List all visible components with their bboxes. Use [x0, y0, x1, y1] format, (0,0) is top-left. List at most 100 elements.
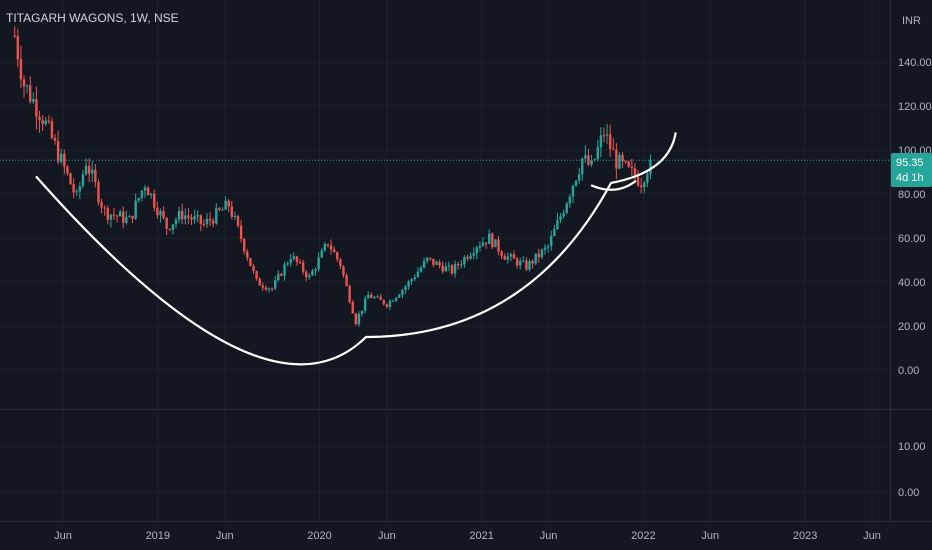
candle-body: [429, 257, 432, 259]
candle-body: [488, 233, 491, 244]
candle-body: [478, 245, 482, 248]
candle-body: [156, 207, 159, 216]
candle-body: [509, 254, 513, 257]
candle-body: [472, 253, 475, 256]
candle-body: [407, 281, 410, 287]
candle-body: [202, 224, 206, 226]
candle-body: [94, 169, 97, 183]
candle-body: [211, 220, 215, 224]
candle-body: [84, 165, 88, 175]
time-axis[interactable]: Jun 2019 Jun 2020 Jun 2021 Jun 2022 Jun 2023 Jun: [54, 530, 881, 542]
candle-body: [323, 244, 327, 251]
handle-curve[interactable]: [590, 179, 637, 191]
candle-body: [345, 275, 348, 287]
candle-body: [320, 250, 323, 258]
candle-body: [382, 299, 385, 305]
candle-body: [140, 190, 144, 199]
candle-body: [413, 277, 416, 280]
candle-body: [503, 256, 506, 260]
candle-body: [394, 297, 398, 301]
candle-body: [435, 261, 438, 265]
symbol-title[interactable]: TITAGARH WAGONS, 1W, NSE: [6, 11, 179, 25]
candle-body: [556, 219, 559, 230]
candle-body: [599, 135, 603, 148]
candle-body: [577, 174, 581, 181]
candle-body: [87, 165, 91, 174]
candle-body: [218, 208, 221, 210]
volume-tick-label: 10.00: [898, 441, 926, 453]
candle-body: [184, 215, 187, 220]
candle-body: [19, 59, 23, 80]
candle-body: [128, 215, 131, 218]
price-axis[interactable]: 0.0020.0040.0060.0080.00100.00120.00140.…: [898, 57, 932, 377]
candle-body: [584, 155, 587, 159]
candle-body: [537, 253, 541, 258]
price-tick-label: 140.00: [898, 57, 932, 69]
candle-body: [106, 208, 109, 220]
candle-body: [75, 191, 78, 193]
candle-body: [50, 121, 54, 139]
candle-body: [159, 211, 162, 216]
candle-body: [193, 216, 196, 220]
candle-body: [125, 217, 128, 223]
candle-body: [249, 258, 252, 267]
candle-body: [559, 216, 562, 220]
candle-body: [367, 294, 370, 299]
candle-body: [410, 279, 413, 282]
candle-body: [618, 154, 621, 169]
candle-body: [146, 187, 150, 196]
candle-body: [246, 251, 249, 259]
candle-body: [292, 256, 296, 260]
candle-body: [177, 210, 181, 220]
candle-body: [528, 260, 531, 270]
candle-body: [624, 161, 627, 163]
candle-body: [546, 246, 550, 248]
candle-body: [553, 229, 556, 237]
candle-body: [363, 298, 367, 311]
candle-body: [562, 212, 565, 217]
candle-body: [168, 228, 171, 230]
candle-body: [456, 263, 460, 266]
candle-body: [633, 168, 637, 177]
rounding-bottom-curve[interactable]: [35, 132, 677, 366]
candle-body: [605, 134, 609, 136]
candle-body: [460, 264, 463, 266]
time-tick-label: Jun: [378, 530, 396, 542]
candle-body: [289, 259, 292, 264]
candle-body: [112, 214, 116, 216]
candle-body: [122, 211, 125, 223]
candle-body: [581, 158, 584, 175]
candle-body: [255, 271, 258, 279]
drawing-annotations[interactable]: [35, 132, 677, 366]
candle-body: [60, 153, 63, 162]
candle-body: [469, 255, 472, 259]
candle-body: [47, 120, 51, 122]
volume-axis[interactable]: 0.00 10.00: [898, 441, 926, 499]
candle-body: [97, 182, 100, 203]
candle-body: [298, 262, 302, 264]
candle-body: [453, 263, 457, 274]
candle-body: [332, 249, 336, 253]
candle-body: [568, 196, 572, 204]
candle-body: [525, 260, 528, 270]
candle-body: [53, 138, 57, 141]
candle-body: [336, 252, 339, 260]
bar-countdown: 4d 1h: [896, 172, 924, 184]
candle-body: [593, 159, 596, 161]
candle-body: [466, 256, 469, 259]
candle-body: [131, 215, 134, 219]
candle-body: [522, 260, 525, 262]
candle-body: [463, 256, 466, 265]
candle-body: [149, 193, 153, 196]
price-tick-label: 80.00: [898, 189, 926, 201]
candlestick-series[interactable]: [13, 26, 652, 327]
candle-body: [475, 247, 479, 254]
candle-body: [29, 85, 32, 102]
time-tick-label: Jun: [863, 530, 881, 542]
candle-body: [317, 257, 320, 270]
candle-body: [180, 210, 184, 220]
candle-body: [571, 185, 575, 197]
candle-body: [540, 249, 544, 258]
